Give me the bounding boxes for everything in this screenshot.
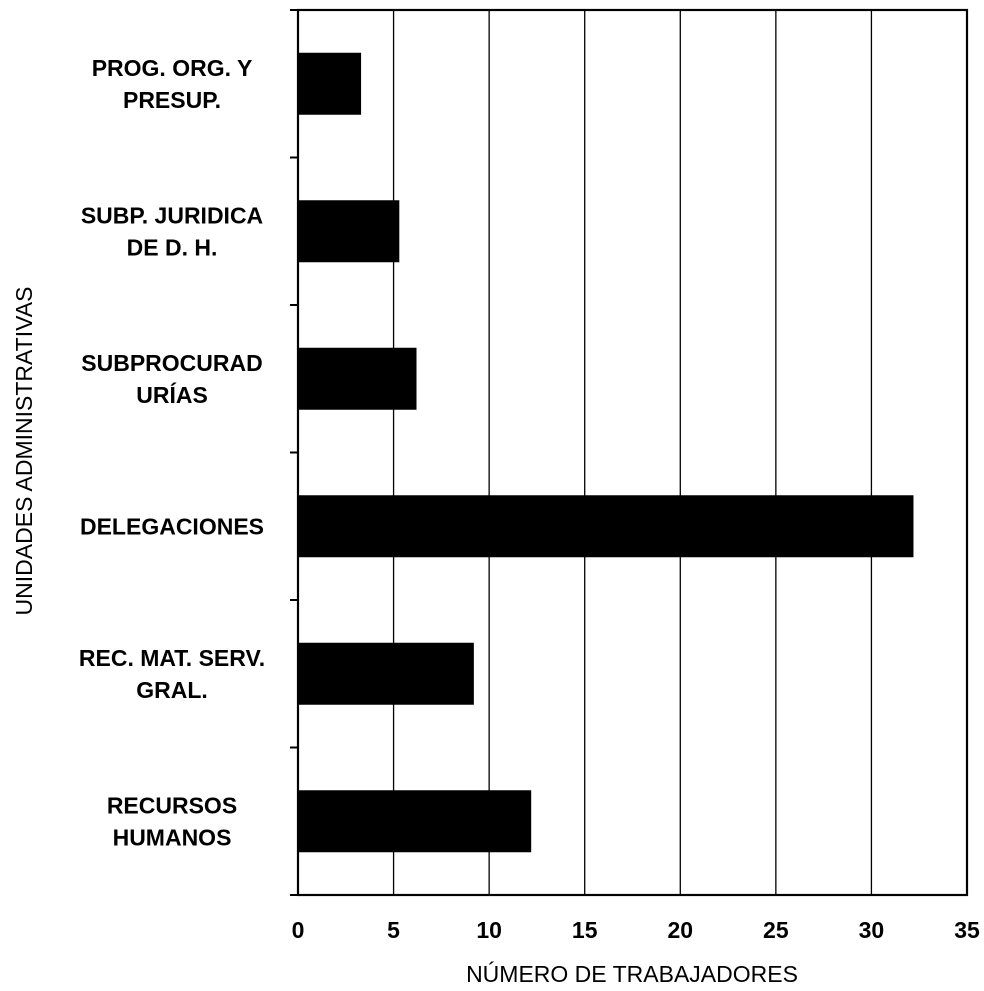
x-tick-label-30: 30: [859, 917, 885, 943]
bars: [298, 52, 914, 853]
bar-2: [298, 347, 417, 410]
x-axis-title: NÚMERO DE TRABAJADORES: [466, 961, 798, 987]
x-tick-label-25: 25: [763, 917, 789, 943]
category-label-line: URÍAS: [136, 381, 208, 408]
grid-lines: [392, 10, 873, 895]
category-label-4: REC. MAT. SERV. GRAL.: [79, 645, 265, 703]
category-label-5: RECURSOS HUMANOS: [107, 792, 237, 850]
category-label-line: HUMANOS: [113, 824, 232, 850]
category-label-line: RECURSOS: [107, 792, 237, 818]
category-label-line: SUBP. JURIDICA: [81, 202, 263, 228]
x-tick-label-15: 15: [572, 917, 598, 943]
x-tick-label-0: 0: [292, 917, 305, 943]
category-label-line: PRESUP.: [123, 87, 221, 113]
x-tick-label-10: 10: [476, 917, 502, 943]
bar-3: [298, 495, 914, 558]
x-tick-label-5: 5: [387, 917, 400, 943]
bar-5: [298, 790, 532, 853]
category-label-2: SUBPROCURAD URÍAS: [81, 350, 262, 408]
category-labels: PROG. ORG. Y PRESUP. SUBP. JURIDICA DE D. H…: [79, 55, 265, 851]
category-label-0: PROG. ORG. Y PRESUP.: [92, 55, 253, 113]
category-label-1: SUBP. JURIDICA DE D. H.: [81, 202, 263, 260]
category-label-line: SUBPROCURAD: [81, 350, 262, 376]
axes: [290, 8, 969, 897]
x-tick-label-35: 35: [954, 917, 980, 943]
bar-0: [298, 52, 362, 115]
category-label-line: PROG. ORG. Y: [92, 55, 253, 81]
category-label-line: DE D. H.: [127, 234, 218, 260]
y-axis-title: UNIDADES ADMINISTRATIVAS: [11, 287, 37, 616]
x-tick-labels: 0 5 10 15 20 25 30 35: [292, 917, 980, 943]
category-label-line: DELEGACIONES: [80, 513, 264, 539]
category-label-3: DELEGACIONES: [80, 513, 264, 539]
bar-1: [298, 200, 400, 263]
bar-4: [298, 642, 474, 705]
plot-frame: [296, 8, 969, 897]
category-label-line: GRAL.: [136, 677, 208, 703]
category-label-line: REC. MAT. SERV.: [79, 645, 265, 671]
x-tick-label-20: 20: [667, 917, 693, 943]
